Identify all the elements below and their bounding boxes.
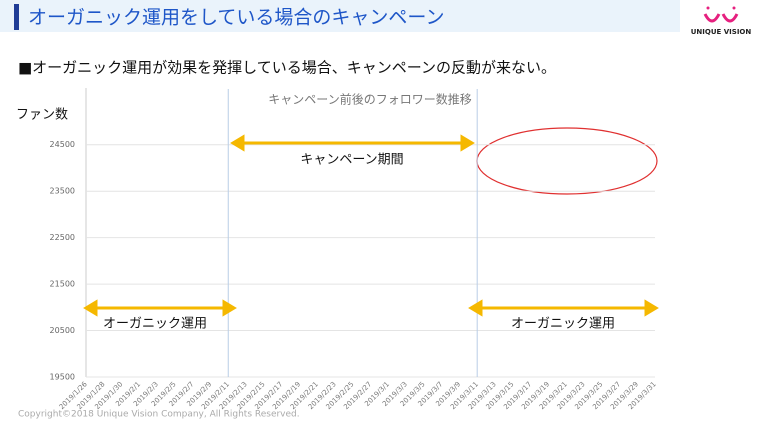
logo-text: UNIQUE VISION <box>691 28 752 36</box>
slide-title: オーガニック運用をしている場合のキャンペーン <box>28 7 444 29</box>
annotation: オーガニック運用 <box>511 317 615 332</box>
copyright: Copyright©2018 Unique Vision Company, Al… <box>18 410 300 420</box>
chart-title: キャンペーン前後のフォロワー数推移 <box>268 92 471 107</box>
title-bar <box>0 0 680 32</box>
highlight-ellipse <box>476 127 658 195</box>
annotation: オーガニック運用 <box>103 317 207 332</box>
y-tick-label: 21500 <box>50 280 75 289</box>
y-tick-label: 22500 <box>50 233 75 242</box>
y-tick-label: 20500 <box>50 326 75 335</box>
y-axis-label: ファン数 <box>16 108 68 123</box>
annotation: キャンペーン期間 <box>300 153 403 168</box>
arrows <box>83 134 659 317</box>
y-tick-label: 19500 <box>50 373 75 382</box>
bullet-text: ■オーガニック運用が効果を発揮している場合、キャンペーンの反動が来ない。 <box>18 59 556 77</box>
y-tick-label: 23500 <box>50 187 75 196</box>
logo-icon <box>703 6 739 23</box>
title-accent <box>14 4 19 30</box>
y-tick-label: 24500 <box>50 140 75 149</box>
